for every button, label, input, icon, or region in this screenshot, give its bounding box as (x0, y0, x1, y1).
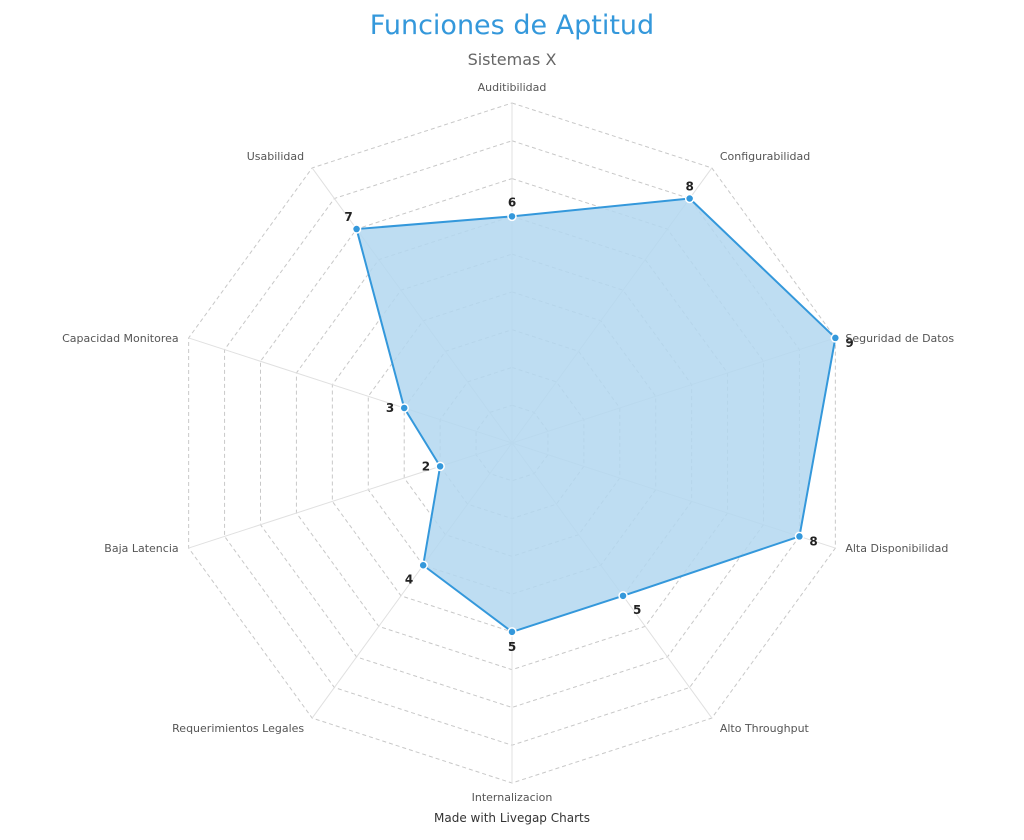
data-value-label: 9 (845, 336, 853, 350)
data-point[interactable] (507, 211, 517, 222)
data-point[interactable] (684, 193, 695, 204)
data-value-label: 6 (508, 195, 516, 209)
axis-label: Baja Latencia (104, 542, 178, 555)
radar-axis-labels: Auditibilidad Configurabilidad Seguridad d… (62, 81, 954, 804)
data-value-label: 5 (508, 640, 516, 654)
series-area (355, 197, 837, 633)
data-value-label: 3 (386, 401, 394, 415)
axis-label: Alta Disponibilidad (845, 542, 948, 555)
chart-subtitle: Sistemas X (467, 50, 557, 69)
data-point[interactable] (794, 531, 805, 542)
radar-series (355, 197, 837, 633)
axis-label: Usabilidad (247, 150, 304, 163)
axis-label: Requerimientos Legales (172, 722, 304, 735)
data-point[interactable] (618, 591, 628, 601)
data-value-label: 5 (633, 603, 641, 617)
data-point[interactable] (830, 333, 841, 343)
data-point[interactable] (507, 627, 517, 637)
radar-points (351, 193, 841, 637)
footer-credit: Made with Livegap Charts (434, 811, 590, 825)
grid-ring (259, 178, 765, 708)
data-value-label: 8 (809, 534, 817, 548)
data-value-label: 8 (685, 179, 693, 193)
data-point[interactable] (351, 224, 362, 234)
data-value-label: 4 (405, 572, 413, 586)
data-value-label: 7 (344, 210, 352, 224)
axis-label: Configurabilidad (720, 150, 810, 163)
data-value-label: 2 (422, 459, 430, 473)
data-point[interactable] (435, 461, 445, 472)
axis-label: Capacidad Monitorea (62, 332, 179, 345)
axis-label: Alto Throughput (720, 722, 810, 735)
chart-title: Funciones de Aptitud (369, 10, 655, 41)
radar-value-labels: 6 8 9 8 5 5 4 2 3 7 (344, 179, 853, 653)
data-point[interactable] (418, 560, 428, 571)
axis-label: Auditibilidad (478, 81, 547, 94)
axis-label: Seguridad de Datos (845, 332, 954, 345)
data-point[interactable] (399, 403, 409, 413)
axis-label: Internalizacion (472, 791, 553, 804)
